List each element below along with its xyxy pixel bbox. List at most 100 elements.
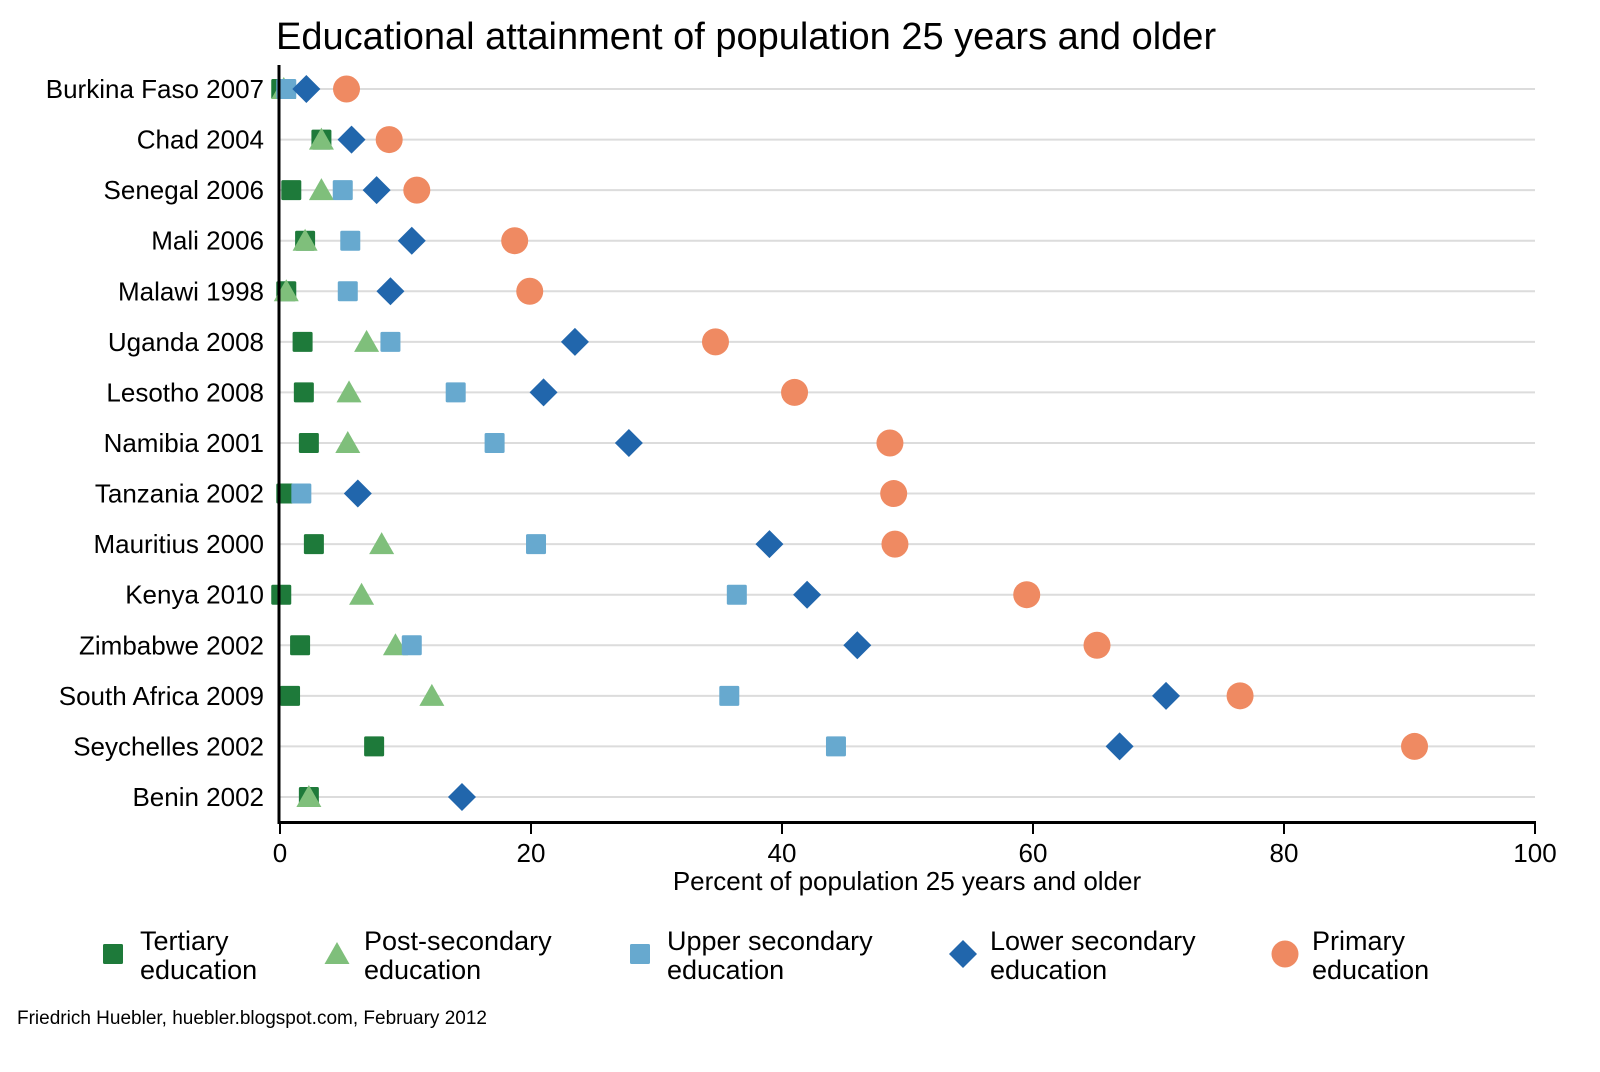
data-point-square <box>526 534 547 555</box>
data-point-triangle <box>292 228 318 251</box>
data-point-circle <box>876 429 904 457</box>
x-tick-label: 100 <box>1513 838 1556 868</box>
y-tick-label: Kenya 2010 <box>125 580 264 610</box>
data-point-circle <box>501 227 529 255</box>
data-point-square <box>290 635 311 656</box>
data-point-diamond <box>843 631 872 660</box>
data-point-diamond <box>343 479 372 508</box>
data-point-square <box>280 685 301 706</box>
legend: TertiaryeducationPost-secondaryeducation… <box>103 926 1429 985</box>
x-tick-label: 80 <box>1270 838 1299 868</box>
data-point-triangle <box>354 329 380 352</box>
y-tick-label: Zimbabwe 2002 <box>79 630 264 660</box>
data-point-circle <box>403 176 431 204</box>
chart-title: Educational attainment of population 25 … <box>276 16 1216 58</box>
y-tick-label: South Africa 2009 <box>59 681 264 711</box>
data-point-diamond <box>1152 681 1181 710</box>
legend-marker-triangle <box>324 942 350 964</box>
data-points <box>271 75 1429 811</box>
data-point-square <box>825 736 846 757</box>
y-tick-label: Mauritius 2000 <box>93 529 264 559</box>
data-point-diamond <box>447 782 476 811</box>
data-point-square <box>726 584 747 605</box>
legend-label: Upper secondary <box>667 926 873 956</box>
data-point-square <box>484 432 505 453</box>
x-tick-label: 20 <box>517 838 546 868</box>
legend-label: education <box>140 955 257 985</box>
legend-marker-square <box>103 944 123 964</box>
data-point-circle <box>375 126 403 154</box>
y-tick-labels: Burkina Faso 2007 Chad 2004 Senegal 2006 Ma… <box>46 74 264 812</box>
data-point-circle <box>333 75 361 103</box>
data-point-circle <box>1013 581 1041 609</box>
data-point-square <box>401 635 422 656</box>
x-axis-label: Percent of population 25 years and older <box>673 866 1142 896</box>
legend-label: Post-secondary <box>364 926 552 956</box>
data-point-triangle <box>308 127 334 150</box>
legend-label: education <box>364 955 481 985</box>
data-point-diamond <box>755 530 784 559</box>
data-point-diamond <box>793 580 822 609</box>
data-point-diamond <box>337 125 366 154</box>
data-point-triangle <box>296 784 322 807</box>
data-point-diamond <box>560 327 589 356</box>
data-point-square <box>276 79 297 99</box>
x-tick-label: 0 <box>273 838 287 868</box>
data-point-triangle <box>369 532 395 555</box>
data-point-square <box>293 382 314 403</box>
legend-marker-square <box>630 944 650 964</box>
data-point-circle <box>516 277 544 305</box>
data-point-circle <box>881 530 909 558</box>
data-point-triangle <box>308 178 334 201</box>
data-point-diamond <box>376 277 405 306</box>
y-tick-label: Mali 2006 <box>151 226 264 256</box>
data-point-diamond <box>529 378 558 407</box>
legend-label: Lower secondary <box>990 926 1196 956</box>
x-tick-label: 40 <box>768 838 797 868</box>
data-point-circle <box>1226 682 1254 710</box>
data-point-square <box>298 432 319 453</box>
y-tick-label: Namibia 2001 <box>104 428 264 458</box>
data-point-diamond <box>614 428 643 457</box>
legend-label: education <box>667 955 784 985</box>
data-point-square <box>276 483 297 504</box>
y-tick-label: Chad 2004 <box>137 125 264 155</box>
y-tick-label: Uganda 2008 <box>108 327 264 357</box>
data-point-triangle <box>336 380 362 403</box>
y-tick-label: Benin 2002 <box>132 782 264 812</box>
data-point-triangle <box>382 633 408 656</box>
data-point-circle <box>880 480 908 508</box>
y-tick-label: Tanzania 2002 <box>95 479 264 509</box>
source-note: Friedrich Huebler, huebler.blogspot.com,… <box>17 1008 487 1029</box>
y-tick-label: Senegal 2006 <box>104 175 264 205</box>
data-point-circle <box>1401 732 1429 760</box>
x-ticks: 0 20 40 60 80 100 <box>273 822 1557 868</box>
legend-marker-circle <box>1271 940 1299 968</box>
data-point-square <box>719 685 740 706</box>
data-point-circle <box>701 328 729 356</box>
data-point-square <box>303 534 324 555</box>
data-point-square <box>364 736 385 757</box>
data-point-diamond <box>397 226 426 255</box>
gridlines <box>280 88 1535 798</box>
data-point-square <box>380 331 401 352</box>
data-point-square <box>332 180 353 201</box>
legend-label: Primary <box>1312 926 1405 956</box>
data-point-triangle <box>419 683 445 706</box>
y-tick-label: Burkina Faso 2007 <box>46 74 264 104</box>
data-point-square <box>281 180 302 201</box>
data-point-square <box>291 483 312 504</box>
data-point-triangle <box>349 582 375 605</box>
data-point-diamond <box>362 176 391 205</box>
legend-marker-diamond <box>949 940 977 968</box>
data-point-square <box>292 331 313 352</box>
data-point-square <box>271 584 292 605</box>
data-point-square <box>337 281 358 302</box>
y-tick-label: Seychelles 2002 <box>73 731 264 761</box>
data-point-diamond <box>1105 732 1134 761</box>
data-point-diamond <box>292 75 321 103</box>
